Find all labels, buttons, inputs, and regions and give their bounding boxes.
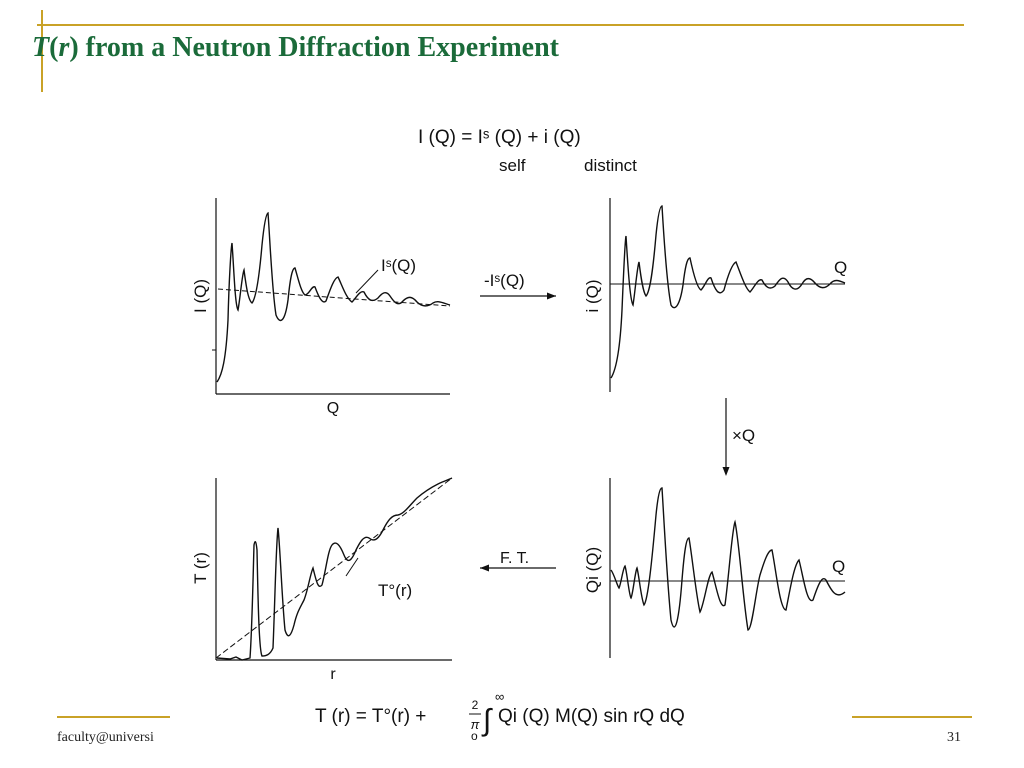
panel-iq-ylabel: I (Q): [191, 279, 210, 313]
subtract-self-label: -Iˢ(Q): [484, 271, 525, 290]
panel-tr-annotation: T°(r): [378, 581, 412, 600]
panel-tr-limit-line: [215, 477, 453, 659]
fraction-denominator: π: [471, 717, 480, 732]
panel-tr: T°(r) T (r) r: [191, 477, 453, 683]
panel-iq-xlabel: Q: [327, 400, 339, 417]
panel-iq-curve: [216, 211, 451, 383]
fourier-transform-label: F. T.: [500, 550, 529, 567]
fourier-transform-arrow: F. T.: [480, 550, 556, 572]
panel-iq-annotation: Iˢ(Q): [381, 256, 416, 275]
slide-title: T(r) from a Neutron Diffraction Experime…: [32, 32, 559, 64]
integral-lower-limit: o: [471, 729, 478, 743]
panel-qiq: Q Qi (Q): [583, 478, 846, 658]
panel-distinct-ylabel: i (Q): [583, 279, 602, 312]
top-equation: I (Q) = Iˢ (Q) + i (Q): [418, 127, 581, 148]
footer-email: faculty@universi: [57, 730, 154, 745]
panel-iq: Iˢ(Q) I (Q) Q: [191, 198, 451, 417]
bottom-equation: T (r) = T°(r) + 2 π ∫ ∞ o Qi (Q) M(Q) si…: [315, 689, 685, 743]
integral-sign-icon: ∫: [481, 704, 493, 737]
page-number: 31: [947, 730, 961, 745]
title-r: r: [58, 32, 70, 63]
distinct-label: distinct: [584, 156, 637, 175]
panel-qiq-axis-label: Q: [832, 557, 845, 576]
panel-distinct-curve: [610, 205, 846, 379]
integrand: Qi (Q) M(Q) sin rQ dQ: [498, 706, 685, 727]
panel-distinct: Q i (Q): [583, 198, 847, 392]
multiply-q-arrow: ×Q: [722, 398, 755, 476]
panel-qiq-curve: [610, 487, 846, 631]
title-T: T: [32, 32, 50, 63]
integral-upper-limit: ∞: [495, 689, 504, 704]
subtract-self-arrow: -Iˢ(Q): [480, 271, 556, 300]
footer-rule-left: [57, 716, 170, 718]
bottom-equation-lhs: T (r) = T°(r) +: [315, 706, 426, 727]
panel-tr-curve: [216, 477, 453, 661]
panel-distinct-axis-label: Q: [834, 258, 847, 277]
panel-tr-xlabel: r: [330, 666, 336, 683]
fraction-numerator: 2: [472, 698, 479, 712]
title-accent-vertical: [41, 10, 43, 92]
panel-qiq-ylabel: Qi (Q): [583, 547, 602, 593]
panel-tr-ylabel: T (r): [191, 552, 210, 584]
self-label: self: [499, 156, 526, 175]
title-accent-horizontal: [37, 24, 964, 26]
panel-iq-self-term: [217, 288, 451, 307]
title-paren: (: [49, 32, 59, 63]
title-rest: ) from a Neutron Diffraction Experiment: [69, 32, 559, 63]
multiply-q-label: ×Q: [732, 426, 755, 445]
footer-rule-right: [852, 716, 972, 718]
